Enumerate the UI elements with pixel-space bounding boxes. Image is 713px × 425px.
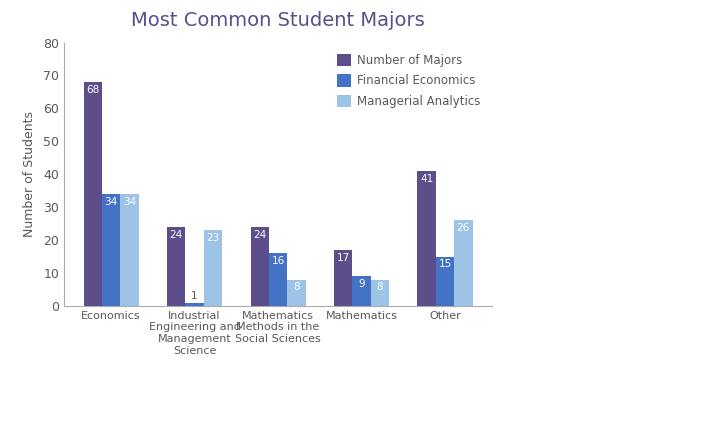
Bar — [287, 280, 306, 306]
Legend: Number of Majors, Financial Economics, Managerial Analytics: Number of Majors, Financial Economics, M… — [331, 48, 486, 113]
Text: 8: 8 — [376, 282, 383, 292]
Title: Most Common Student Majors: Most Common Student Majors — [131, 11, 425, 30]
Text: 23: 23 — [206, 233, 220, 243]
Text: 26: 26 — [457, 223, 470, 233]
Text: 16: 16 — [272, 256, 284, 266]
Bar — [204, 230, 222, 306]
Text: 9: 9 — [358, 279, 365, 289]
Text: 15: 15 — [438, 259, 451, 269]
Text: 41: 41 — [420, 173, 434, 184]
Y-axis label: Number of Students: Number of Students — [24, 111, 36, 237]
Bar — [352, 276, 371, 306]
Bar — [120, 194, 139, 306]
Bar — [436, 257, 454, 306]
Text: 24: 24 — [170, 230, 183, 240]
Bar — [167, 227, 185, 306]
Text: 1: 1 — [191, 291, 198, 301]
Bar — [250, 227, 269, 306]
Bar — [185, 303, 204, 306]
Bar — [334, 250, 352, 306]
Text: 34: 34 — [105, 197, 118, 207]
Text: 8: 8 — [293, 282, 299, 292]
Text: 24: 24 — [253, 230, 267, 240]
Bar — [102, 194, 120, 306]
Bar — [83, 82, 102, 306]
Text: 17: 17 — [337, 252, 350, 263]
Text: 34: 34 — [123, 197, 136, 207]
Bar — [269, 253, 287, 306]
Bar — [371, 280, 389, 306]
Bar — [454, 220, 473, 306]
Bar — [417, 171, 436, 306]
Text: 68: 68 — [86, 85, 99, 95]
